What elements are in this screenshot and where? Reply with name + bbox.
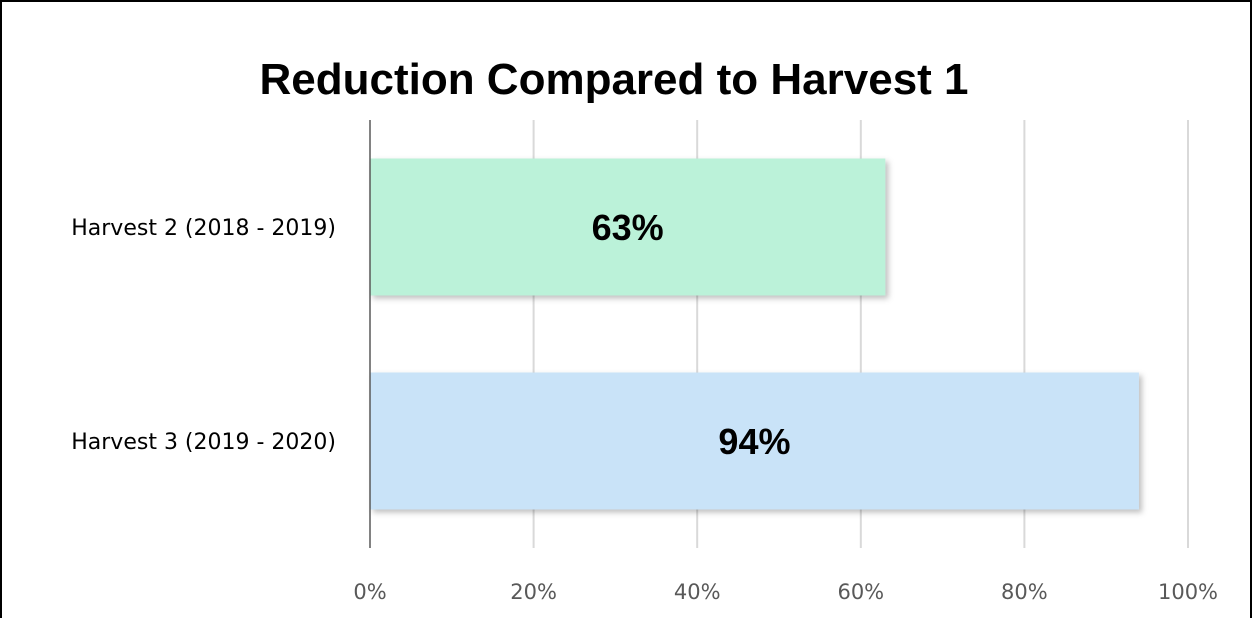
data-label: 94% — [718, 421, 790, 462]
x-tick-label: 60% — [837, 580, 884, 604]
x-tick-label: 20% — [510, 580, 557, 604]
bars — [370, 158, 1139, 510]
bar — [370, 158, 886, 296]
data-label: 63% — [592, 207, 664, 248]
category-label: Harvest 3 (2019 - 2020) — [71, 430, 336, 455]
category-labels: Harvest 2 (2018 - 2019) Harvest 3 (2019 -… — [71, 216, 336, 455]
bar — [370, 372, 1139, 510]
chart-title: Reduction Compared to Harvest 1 — [259, 55, 968, 104]
x-tick-label: 0% — [353, 580, 386, 604]
data-labels: 63% 94% — [592, 207, 791, 462]
x-tick-labels: 0% 20% 40% 60% 80% 100% — [353, 580, 1218, 604]
x-tick-label: 80% — [1001, 580, 1048, 604]
x-tick-label: 100% — [1158, 580, 1218, 604]
category-label: Harvest 2 (2018 - 2019) — [71, 216, 336, 241]
x-tick-label: 40% — [674, 580, 721, 604]
